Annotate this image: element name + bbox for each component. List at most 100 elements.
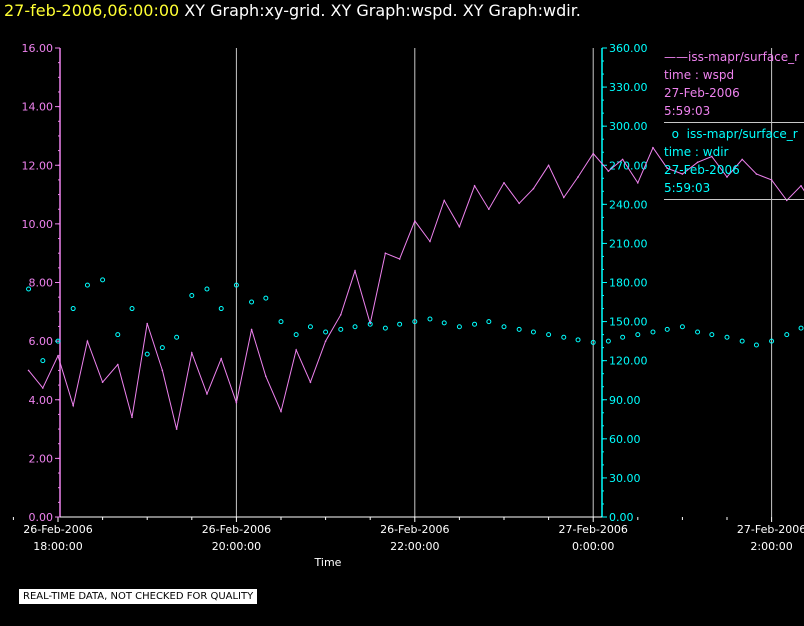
wdir-point bbox=[769, 338, 775, 344]
wspd-point bbox=[398, 258, 401, 260]
x-tick-label-time: 0:00:00 bbox=[572, 540, 614, 553]
wspd-point bbox=[27, 369, 30, 372]
wspd-point bbox=[741, 158, 743, 161]
y-right-tick-label: 330.00 bbox=[609, 81, 648, 94]
wdir-point bbox=[605, 338, 611, 344]
wspd-point bbox=[220, 357, 223, 360]
wspd-point bbox=[607, 170, 610, 172]
x-tick-label-date: 26-Feb-2006 bbox=[202, 523, 271, 536]
wspd-point bbox=[473, 184, 476, 187]
wspd-point bbox=[72, 404, 74, 407]
y-left-tick-label: 8.00 bbox=[29, 277, 54, 290]
legend-wspd-time: 5:59:03 bbox=[664, 104, 711, 118]
wspd-point bbox=[131, 416, 133, 419]
y-left-tick-label: 10.00 bbox=[22, 218, 54, 231]
x-tick-label-time: 2:00:00 bbox=[750, 540, 792, 553]
wdir-point bbox=[784, 332, 790, 338]
wspd-point bbox=[488, 208, 490, 211]
wdir-point bbox=[278, 319, 284, 325]
wdir-point bbox=[724, 334, 730, 340]
wspd-point bbox=[621, 158, 624, 161]
wspd-point bbox=[711, 155, 713, 158]
wdir-point bbox=[144, 351, 150, 357]
wspd-point bbox=[146, 322, 148, 325]
wspd-point bbox=[696, 161, 699, 164]
y-left-tick-label: 14.00 bbox=[22, 101, 54, 114]
legend-wdir: o iss-mapr/surface_r time : wdir 27-Feb-… bbox=[664, 125, 804, 200]
wdir-point bbox=[635, 332, 641, 338]
wspd-point bbox=[280, 410, 282, 413]
y-left-tick-label: 4.00 bbox=[29, 394, 54, 407]
legend-wdir-name: iss-mapr/surface_r bbox=[686, 127, 798, 141]
x-tick-label-date: 27-Feb-2006 bbox=[558, 523, 627, 536]
wdir-point bbox=[293, 332, 299, 338]
wdir-point bbox=[427, 316, 433, 322]
x-tick-label-time: 18:00:00 bbox=[33, 540, 82, 553]
wspd-point bbox=[339, 313, 342, 316]
wspd-point bbox=[592, 152, 594, 155]
wspd-point bbox=[384, 252, 387, 254]
wspd-point bbox=[42, 387, 44, 389]
wspd-point bbox=[443, 199, 446, 202]
wdir-point bbox=[516, 326, 522, 332]
header-timestamp: 27-feb-2006,06:00:00 bbox=[4, 1, 180, 20]
wdir-point bbox=[84, 282, 90, 288]
y-right-tick-label: 180.00 bbox=[609, 277, 648, 290]
y-right-tick-label: 120.00 bbox=[609, 355, 648, 368]
wspd-point bbox=[800, 184, 802, 187]
wdir-point bbox=[664, 326, 670, 332]
wdir-point bbox=[218, 306, 224, 312]
wdir-point bbox=[382, 325, 388, 331]
wdir-point bbox=[174, 334, 180, 340]
wspd-point bbox=[86, 340, 89, 342]
wdir-point bbox=[441, 320, 447, 326]
wspd-point bbox=[369, 322, 372, 325]
legend-wdir-var: time : wdir bbox=[664, 145, 729, 159]
wdir-point bbox=[501, 324, 507, 330]
wspd-point bbox=[324, 340, 327, 342]
wspd-point bbox=[666, 167, 669, 169]
wspd-point bbox=[681, 173, 684, 175]
x-tick-label-time: 20:00:00 bbox=[212, 540, 261, 553]
wspd-point bbox=[726, 176, 728, 178]
wdir-point bbox=[679, 324, 685, 330]
wdir-point bbox=[26, 286, 32, 292]
wdir-point bbox=[695, 329, 701, 335]
wdir-point bbox=[472, 321, 478, 327]
wdir-point bbox=[590, 339, 596, 345]
wdir-point bbox=[486, 319, 492, 325]
wspd-series bbox=[27, 146, 804, 430]
wdir-point bbox=[55, 338, 61, 344]
wspd-point bbox=[116, 363, 119, 366]
wspd-point bbox=[532, 187, 535, 190]
wdir-point bbox=[650, 329, 656, 335]
wspd-point bbox=[414, 220, 416, 222]
wspd-point bbox=[518, 202, 520, 205]
wspd-point bbox=[265, 375, 267, 378]
legend-wspd-var: time : wspd bbox=[664, 68, 735, 82]
wspd-point bbox=[652, 146, 654, 149]
wdir-point bbox=[620, 334, 626, 340]
legend-wdir-time: 5:59:03 bbox=[664, 181, 711, 195]
wdir-point bbox=[367, 321, 373, 327]
x-tick-label-time: 22:00:00 bbox=[390, 540, 439, 553]
wdir-point bbox=[307, 324, 313, 330]
x-tick-label-date: 27-Feb-2006 bbox=[737, 523, 804, 536]
x-tick-label-date: 26-Feb-2006 bbox=[380, 523, 449, 536]
y-left-tick-label: 16.00 bbox=[22, 42, 54, 55]
y-right-tick-label: 90.00 bbox=[609, 394, 641, 407]
chart-header: 27-feb-2006,06:00:00 XY Graph:xy-grid. X… bbox=[4, 1, 581, 20]
wspd-point bbox=[250, 328, 253, 331]
wspd-point bbox=[295, 349, 297, 351]
grid-lines bbox=[235, 48, 773, 517]
y-right-tick-label: 30.00 bbox=[609, 472, 641, 485]
wdir-point bbox=[412, 319, 418, 325]
wspd-point bbox=[755, 173, 758, 175]
wdir-point bbox=[456, 324, 462, 330]
legend: ——iss-mapr/surface_r time : wspd 27-Feb-… bbox=[664, 48, 804, 202]
wspd-point bbox=[503, 182, 505, 184]
legend-wspd-date: 27-Feb-2006 bbox=[664, 86, 740, 100]
wspd-point bbox=[637, 182, 639, 184]
y-left-tick-label: 2.00 bbox=[29, 452, 54, 465]
